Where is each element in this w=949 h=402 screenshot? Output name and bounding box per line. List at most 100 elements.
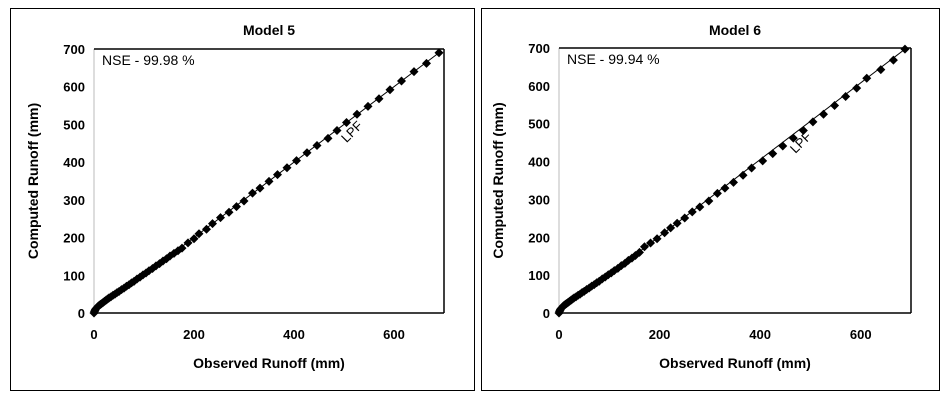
y-axis-title: Computed Runoff (mm)	[490, 102, 506, 258]
data-point-diamond	[600, 272, 610, 282]
data-point-diamond	[264, 176, 274, 186]
y-tick-label: 300	[63, 193, 85, 208]
data-point-diamond	[312, 141, 322, 151]
chart-model-5: Model 5 0 100 200 300 400 500 600 700 0 200 400 600 O…	[25, 22, 445, 371]
y-tick-label: 600	[63, 80, 85, 95]
y-axis-title: Computed Runoff (mm)	[25, 103, 41, 259]
y-tick-label: 500	[63, 117, 85, 132]
data-point-diamond	[189, 234, 199, 244]
y-tick-label: 400	[63, 155, 85, 170]
data-point-diamond	[248, 188, 257, 198]
data-point-diamond	[273, 170, 282, 180]
data-point-diamond	[208, 219, 217, 229]
data-point-diamond	[232, 202, 241, 212]
x-tick-label: 600	[383, 327, 405, 342]
data-point-diamond	[603, 270, 613, 280]
chart-panel-model-6: Model 6 0 100 200 300 400 500 600 700 0 200 400 600 O…	[481, 8, 940, 391]
data-point-diamond	[758, 156, 768, 166]
x-tick-label: 0	[90, 327, 97, 342]
x-tick-label: 400	[283, 327, 305, 342]
data-point-diamond	[183, 238, 193, 248]
data-point-diamond	[798, 126, 808, 136]
data-point-diamond	[728, 177, 738, 187]
x-axis-title: Observed Runoff (mm)	[193, 355, 345, 371]
data-point-diamond	[680, 213, 690, 223]
data-point-diamond	[397, 76, 406, 86]
data-point-diamond	[788, 133, 798, 143]
data-point-diamond	[323, 133, 333, 143]
data-point-diamond	[434, 48, 444, 58]
data-point-diamond	[687, 207, 697, 217]
y-tick-label: 200	[528, 230, 550, 245]
data-point-diamond	[282, 163, 292, 173]
data-point-diamond	[224, 207, 234, 217]
x-tick-label: 400	[749, 327, 771, 342]
data-point-diamond	[255, 183, 265, 193]
data-point-diamond	[363, 101, 373, 111]
data-point-diamond	[646, 238, 656, 248]
x-axis-title: Observed Runoff (mm)	[659, 355, 811, 371]
data-point-diamond	[660, 228, 670, 238]
data-point-diamond	[342, 118, 351, 128]
data-point-diamond	[652, 234, 662, 244]
data-point-diamond	[768, 149, 778, 159]
data-point-diamond	[292, 156, 301, 166]
data-point-diamond	[634, 247, 644, 257]
data-point-diamond	[819, 109, 829, 119]
data-point-diamond	[352, 109, 362, 119]
data-point-diamond	[374, 94, 384, 104]
data-point-diamond	[830, 101, 840, 111]
data-point-diamond	[177, 243, 187, 253]
y-tick-label: 100	[528, 268, 550, 283]
data-point-diamond	[422, 58, 431, 68]
y-tick-label: 300	[528, 192, 550, 207]
data-point-diamond	[594, 276, 604, 286]
data-point-diamond	[409, 67, 419, 77]
data-point-diamond	[720, 183, 730, 193]
y-tick-label: 0	[543, 306, 550, 321]
lpf-line-label: LPF	[787, 129, 815, 157]
chart-title: Model 5	[243, 22, 295, 38]
data-point-diamond	[194, 229, 204, 239]
y-tick-label: 100	[63, 268, 85, 283]
data-point-diamond	[900, 44, 910, 54]
data-point-diamond	[332, 125, 342, 135]
data-point-diamond	[704, 196, 714, 206]
chart-title: Model 6	[709, 22, 761, 38]
y-tick-label: 400	[528, 155, 550, 170]
y-tick-label: 200	[63, 231, 85, 246]
data-point-diamond	[597, 274, 607, 284]
chart-model-6: Model 6 0 100 200 300 400 500 600 700 0 200 400 600 O…	[490, 22, 912, 371]
y-tick-label: 700	[63, 42, 85, 57]
data-point-diamond	[876, 65, 886, 75]
y-tick-label: 600	[528, 79, 550, 94]
data-point-diamond	[216, 213, 225, 223]
data-point-diamond	[613, 263, 623, 273]
data-point-diamond	[302, 148, 312, 158]
data-point-diamond	[808, 117, 818, 127]
data-point-diamond	[841, 91, 851, 101]
data-point-diamond	[202, 224, 211, 234]
data-point-diamond	[712, 188, 722, 198]
data-point-diamond	[672, 218, 682, 228]
data-point-diamond	[148, 263, 157, 273]
nse-annotation: NSE - 99.98 %	[102, 52, 195, 68]
chart-panel-model-5: Model 5 0 100 200 300 400 500 600 700 0 200 400 600 O…	[10, 8, 475, 391]
x-tick-label: 200	[649, 327, 671, 342]
x-tick-label: 0	[555, 327, 562, 342]
y-tick-label: 500	[528, 117, 550, 132]
y-tick-label: 700	[528, 41, 550, 56]
data-point-diamond	[778, 141, 788, 151]
data-point-diamond	[852, 83, 862, 93]
data-point-diamond	[862, 73, 872, 83]
data-point-diamond	[239, 196, 249, 206]
lpf-line-label: LPF	[338, 118, 366, 146]
data-point-diamond	[738, 170, 748, 180]
data-point-diamond	[747, 163, 757, 173]
nse-annotation: NSE - 99.94 %	[567, 51, 660, 67]
data-point-diamond	[695, 202, 705, 212]
x-tick-label: 200	[183, 327, 205, 342]
data-point-diamond	[385, 85, 395, 95]
y-tick-label: 0	[78, 306, 85, 321]
data-point-diamond	[666, 223, 676, 233]
